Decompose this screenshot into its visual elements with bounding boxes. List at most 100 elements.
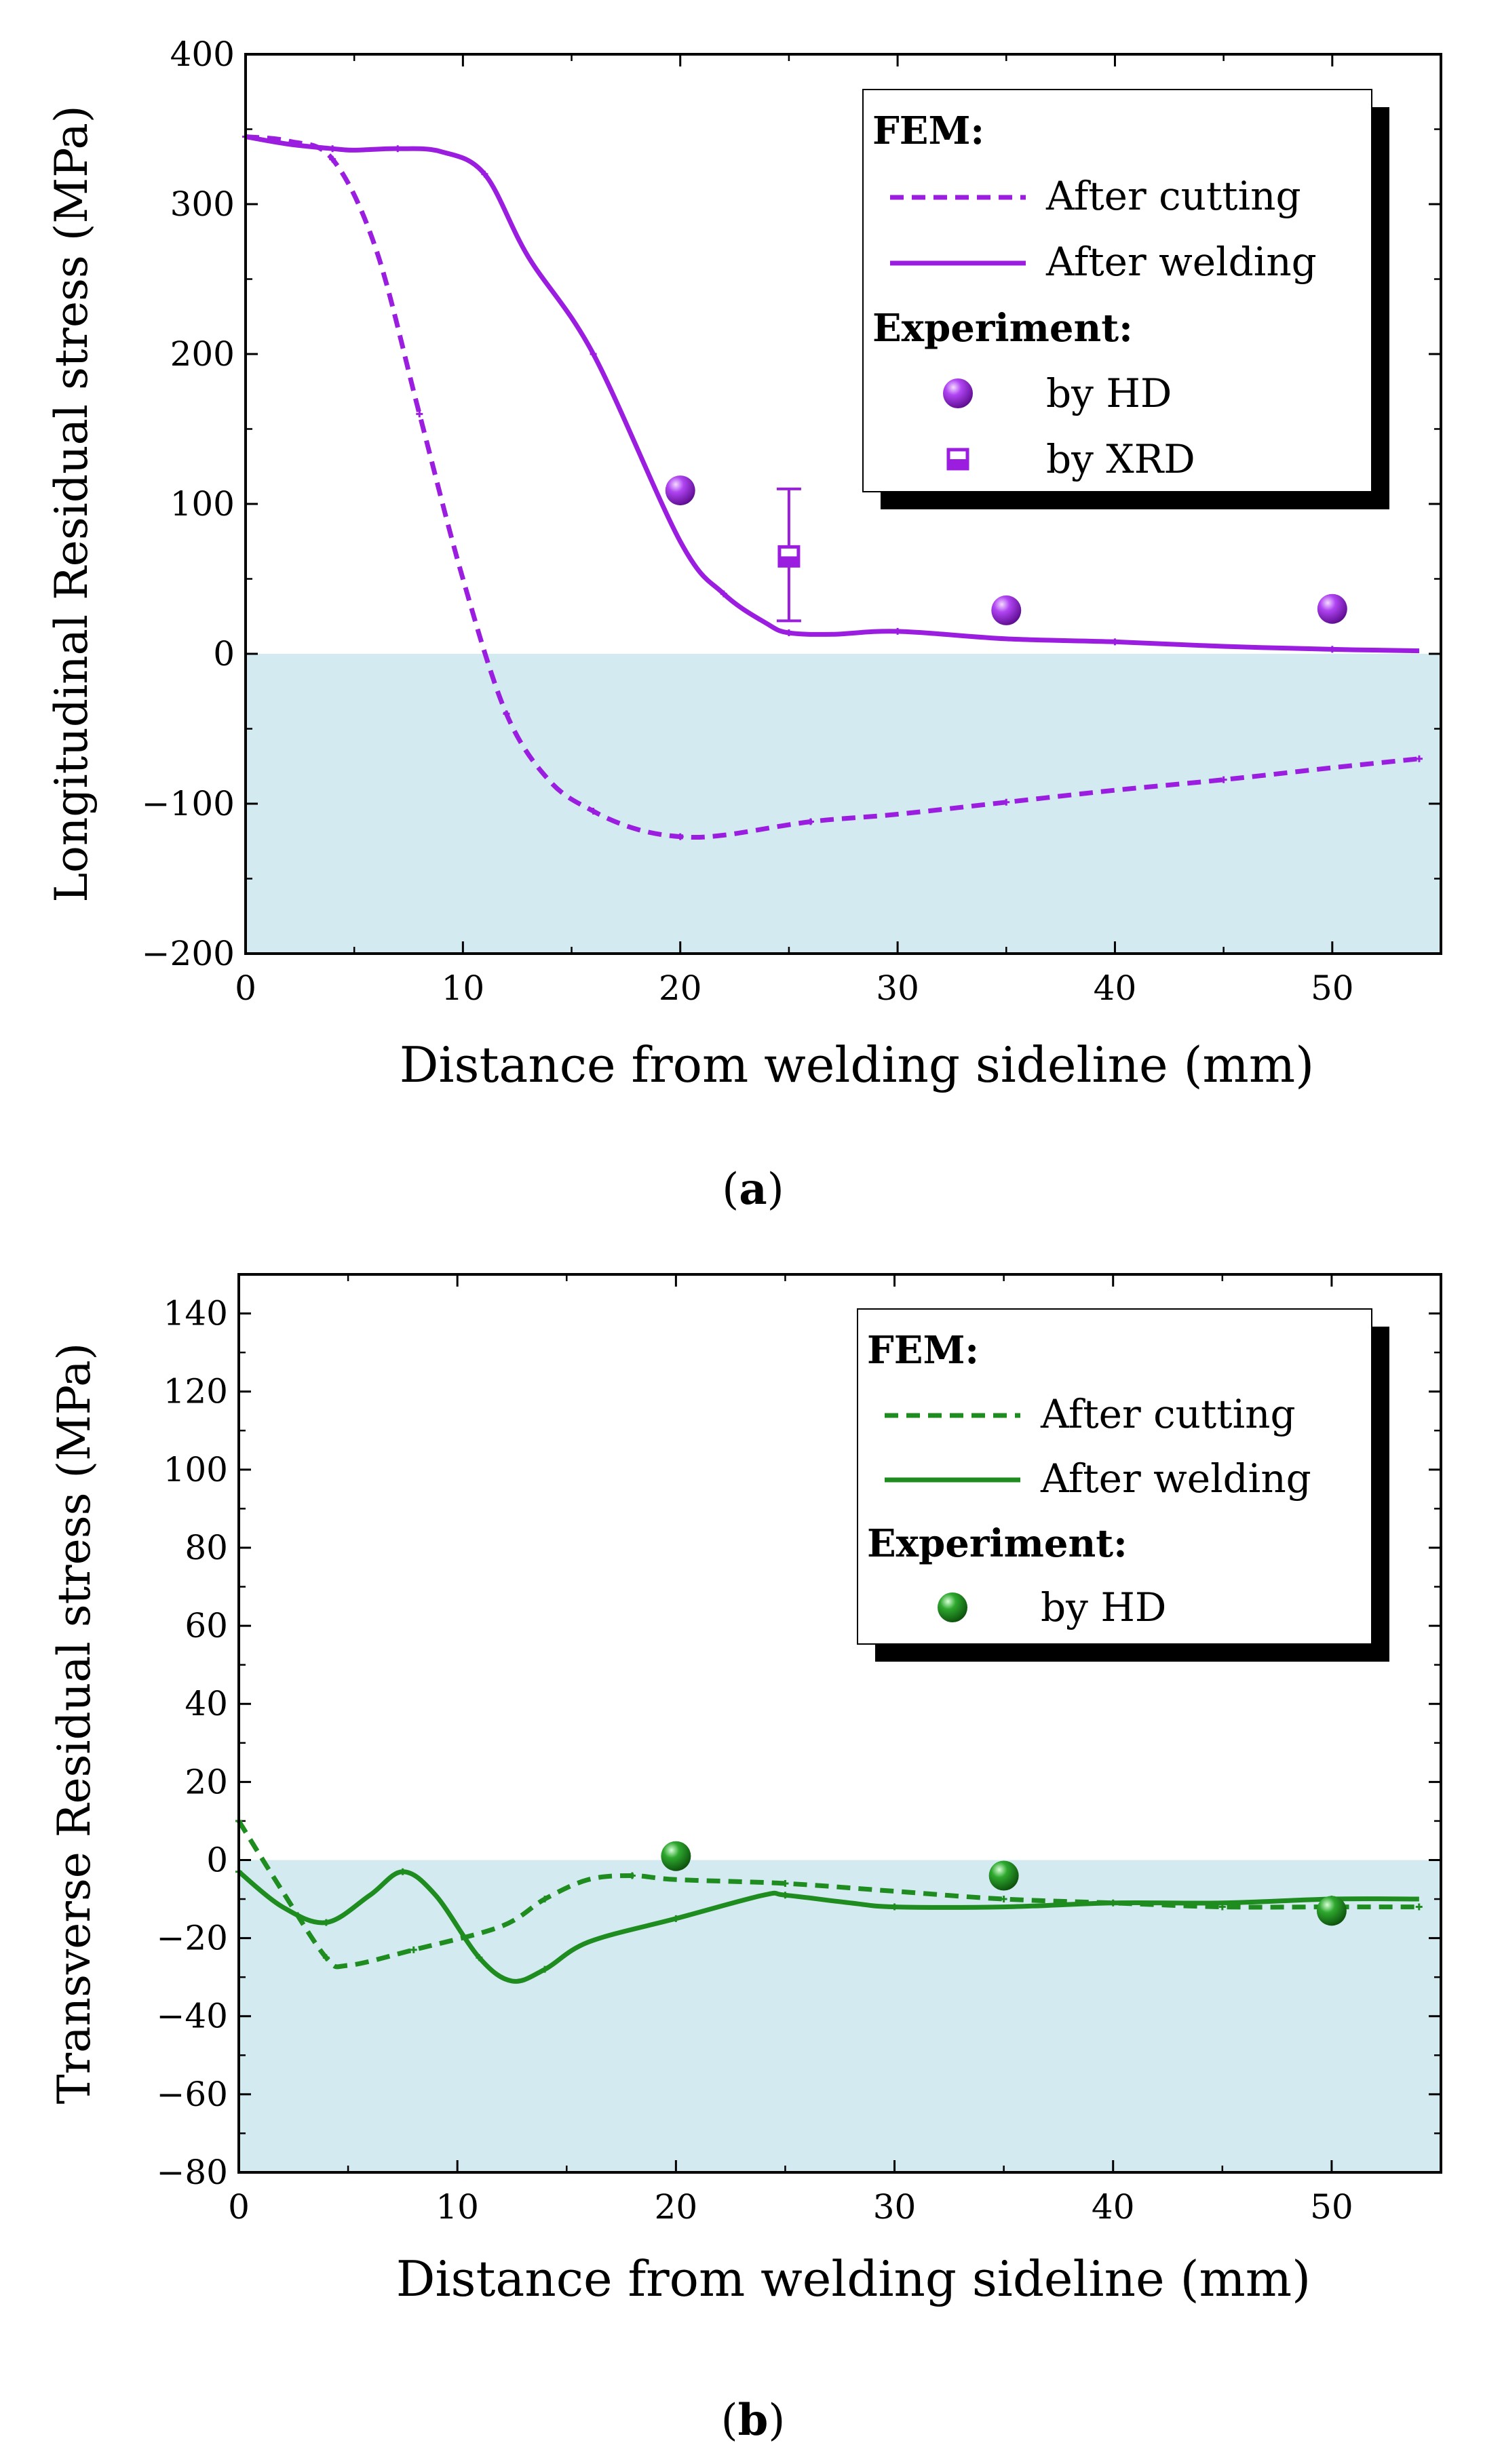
x-tick-label: 40 bbox=[1092, 2187, 1135, 2227]
y-tick-label: 100 bbox=[163, 1450, 228, 1489]
line-marker bbox=[1000, 1896, 1007, 1903]
line-marker bbox=[1328, 646, 1336, 653]
line-marker bbox=[672, 1915, 680, 1922]
legend: FEM: After cutting After welding Experiment… bbox=[857, 1308, 1389, 1662]
line-marker bbox=[399, 1868, 406, 1875]
line-marker bbox=[541, 1966, 549, 1973]
y-tick-label: 60 bbox=[185, 1606, 228, 1645]
x-tick-label: 0 bbox=[228, 2187, 250, 2227]
chart-panel-a: 0 10 20 30 40 50 −200 −100 0 100 200 300 400 Distance… bbox=[45, 35, 1442, 1215]
legend-by-xrd: by XRD bbox=[1046, 436, 1195, 482]
plot-frame bbox=[244, 53, 1442, 955]
line-marker bbox=[1415, 1903, 1423, 1911]
legend-hd-marker bbox=[938, 1592, 967, 1622]
line-marker bbox=[1415, 755, 1423, 762]
plot-frame bbox=[237, 1273, 1442, 2174]
y-tick-label: −100 bbox=[142, 784, 235, 823]
series-line bbox=[237, 1869, 1419, 1984]
x-tick-label: 20 bbox=[655, 2187, 698, 2227]
data-point bbox=[1316, 1896, 1347, 1926]
legend-experiment-title: Experiment: bbox=[867, 1521, 1128, 1566]
legend-box bbox=[862, 89, 1372, 492]
caption-open: ( bbox=[721, 2395, 738, 2446]
y-tick-label: 100 bbox=[170, 484, 235, 524]
line-marker bbox=[891, 1903, 898, 1911]
line-marker bbox=[894, 627, 902, 635]
x-tick-label: 30 bbox=[873, 2187, 917, 2227]
line-marker bbox=[676, 833, 684, 840]
line-marker bbox=[782, 1880, 789, 1888]
caption-open: ( bbox=[722, 1165, 739, 1215]
x-tick-label: 10 bbox=[442, 969, 485, 1008]
y-tick-label: 0 bbox=[213, 634, 235, 673]
line-marker bbox=[628, 1872, 636, 1879]
series-line bbox=[245, 134, 1420, 840]
line-marker bbox=[590, 808, 597, 815]
y-tick-label: 300 bbox=[170, 184, 235, 224]
y-tick-label: 80 bbox=[185, 1528, 228, 1567]
line-marker bbox=[329, 155, 336, 163]
legend-after-welding: After welding bbox=[1045, 239, 1317, 285]
y-tick-label: −80 bbox=[156, 2153, 228, 2192]
caption-close: ) bbox=[768, 2395, 785, 2446]
caption-letter: a bbox=[739, 1164, 767, 1215]
legend-by-hd: by HD bbox=[1041, 1584, 1166, 1630]
legend-xrd-marker-fill bbox=[948, 459, 967, 469]
line-marker bbox=[476, 1954, 483, 1961]
x-tick-label: 40 bbox=[1094, 969, 1137, 1008]
y-tick-label: 140 bbox=[163, 1294, 228, 1333]
caption-letter: b bbox=[738, 2395, 769, 2446]
line-marker bbox=[410, 1946, 417, 1953]
series-line bbox=[237, 1820, 1419, 1970]
line-marker bbox=[1003, 798, 1010, 806]
y-tick-label: 400 bbox=[170, 35, 235, 74]
y-tick-label: 0 bbox=[206, 1840, 228, 1879]
legend-hd-marker bbox=[943, 378, 973, 408]
line-marker bbox=[785, 629, 792, 637]
legend-fem-title: FEM: bbox=[867, 1328, 979, 1373]
x-tick-label: 30 bbox=[876, 969, 919, 1008]
y-tick-label: −20 bbox=[156, 1919, 228, 1958]
line-marker bbox=[782, 1892, 789, 1899]
legend-experiment-title: Experiment: bbox=[872, 306, 1133, 351]
series-after-cutting bbox=[242, 133, 1423, 840]
line-marker bbox=[1220, 776, 1227, 783]
y-tick-label: 200 bbox=[170, 334, 235, 374]
y-tick-label: 20 bbox=[185, 1762, 228, 1801]
series-by-hd bbox=[665, 475, 1347, 625]
y-tick-label: −60 bbox=[156, 2075, 228, 2114]
data-point bbox=[991, 595, 1022, 625]
caption-close: ) bbox=[767, 1165, 784, 1215]
legend-box bbox=[857, 1308, 1372, 1645]
panel-caption: (b) bbox=[721, 2395, 786, 2446]
axis-ticks: 0 10 20 30 40 50 −80 −60 −40 −20 0 20 40 60 80 100 120 14… bbox=[156, 1274, 1441, 2227]
legend: FEM: After cutting After welding Experiment… bbox=[862, 89, 1389, 509]
x-tick-label: 50 bbox=[1311, 969, 1354, 1008]
series-by-hd bbox=[661, 1841, 1347, 1926]
line-marker bbox=[481, 170, 488, 178]
line-marker bbox=[1109, 1899, 1117, 1906]
line-marker bbox=[322, 1919, 330, 1926]
line-marker bbox=[416, 410, 423, 418]
panel-caption: (a) bbox=[722, 1164, 784, 1215]
y-axis-label: Longitudinal Residual stress (MPa) bbox=[45, 105, 98, 902]
x-tick-label: 10 bbox=[436, 2187, 479, 2227]
line-marker bbox=[541, 1896, 549, 1903]
x-axis-label: Distance from welding sideline (mm) bbox=[396, 2250, 1311, 2307]
series-after-welding bbox=[235, 1868, 1419, 1984]
axis-ticks: 0 10 20 30 40 50 −200 −100 0 100 200 300 400 bbox=[142, 35, 1441, 1008]
line-marker bbox=[1111, 638, 1119, 646]
y-tick-label: 40 bbox=[185, 1684, 228, 1723]
line-marker bbox=[322, 1954, 330, 1961]
x-axis-label: Distance from welding sideline (mm) bbox=[400, 1036, 1314, 1093]
line-marker bbox=[503, 710, 510, 718]
line-marker bbox=[590, 351, 597, 357]
data-point bbox=[1317, 593, 1347, 624]
negative-stress-region bbox=[239, 1860, 1441, 2172]
legend-fem-title: FEM: bbox=[872, 109, 984, 153]
series-after-cutting bbox=[235, 1817, 1423, 1970]
legend-after-cutting: After cutting bbox=[1045, 173, 1301, 219]
line-marker bbox=[394, 145, 402, 153]
xrd-point-fill bbox=[779, 556, 798, 566]
